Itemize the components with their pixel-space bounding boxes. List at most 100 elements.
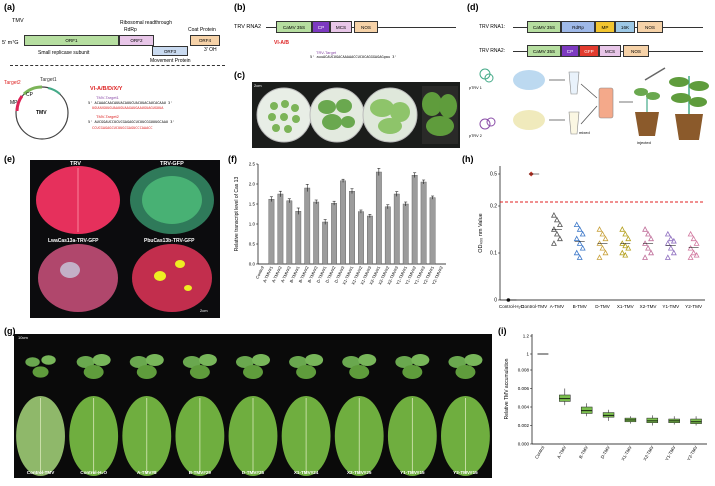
h-point [573,249,580,256]
g-plant-leaf [448,356,467,368]
i-y-tick-label: 1.2 [523,334,530,339]
i-box [646,417,659,423]
b-nos-box: NOS [354,21,378,33]
i-box [559,394,571,402]
b-35s-box: CaMV 35S [276,21,312,33]
f-bar [367,215,373,265]
i-x-tick-label: Y1-TMV [664,445,676,462]
h-point [596,254,603,260]
f-bar [268,199,275,265]
orf2-box: ORF2 [119,35,154,46]
h-point [664,230,671,237]
h-point [622,242,629,249]
h-y-tick-label: 0.1 [490,251,497,257]
plants-leaves-photo [14,334,492,478]
cap-label: 5' m⁷G [2,40,19,46]
i-y-label: Relative TMV accumulation [504,358,510,419]
g-plant-leaf [252,354,270,366]
d2-cp-box: CP [561,45,579,57]
h-point [667,244,674,251]
h-point [576,226,583,232]
f-bar [331,203,337,265]
f-bar [358,211,364,265]
g-label: Control-TMV [26,470,55,475]
g-plant-8 [448,354,483,379]
g-label: X2-TMV#25 [346,470,372,475]
f-bar [429,197,436,265]
panel-a-label: (a) [4,2,15,12]
h-point [556,235,563,242]
h-x-tick-label: X2-TMV [640,304,658,309]
b-mcs-box: MCS [330,21,352,33]
h-point [645,230,652,237]
h-point [622,230,629,237]
i-x-tick-label: Control [534,445,545,460]
g-plant-leaf [25,357,40,367]
g-plant-3 [182,354,217,379]
g-plant-leaf [464,354,483,366]
e-trv-label: TRV [70,161,81,167]
g-plant-leaf [342,356,361,368]
b-cp-box: CP [312,21,330,33]
g-label: B-TMV#29 [188,470,211,475]
f-x-tick-label: Control [255,265,265,279]
i-x-tick-label: X2-TMV [642,445,654,462]
g-plant-0 [25,355,56,378]
panel-h: (h) 0 0.1 0.2 0.5 OD₄₀₀ nm Value Control-H₂O C… [460,152,715,324]
h-point [556,221,563,227]
i-box [690,418,702,424]
h-x-tick-label: D-TMV [595,304,610,309]
h-point [690,235,697,242]
tmv-accumulation-boxplot: 0.000 0.002 0.004 0.006 0.008 1 1.2 Relative TM… [504,334,707,462]
h-point [550,226,557,232]
t1-label: TMV-Target1 [96,95,119,100]
t1-seq2: UGUUUGUUGUAAUGUAAGAUGAAUGUAGUGUUA [92,106,164,110]
panel-i: (i) 0.000 0.002 0.004 0.006 0.008 1 1.2 Relativ… [498,324,715,481]
h-point [625,235,632,242]
h-y-tick-label: 0 [494,298,497,304]
panel-g: (g) 10cm Control-TMV Control-H₂O A-TMV#8 B-… [0,324,495,481]
h-point [687,230,694,237]
g-label: D-TMV#25 [241,470,265,475]
i-box [580,406,593,414]
h-x-tick-label: A-TMV [550,304,565,309]
f-y-tick-label: 0.0 [249,262,256,267]
panel-g-label: (g) [4,326,16,336]
panel-d-label: (d) [467,2,479,12]
t2-seq: 5' AUCGGAUCCUCUCGAGAGCUCUUCGGUUUGCAAU 3' [88,120,175,124]
f-bar [286,200,293,265]
f-bar [313,201,320,265]
h-point [687,244,694,251]
e-pbu-label: PbuCas13b-TRV-GFP [144,238,195,244]
i-x-tick-label: A-TMV [556,445,567,459]
d-35s-box: CaMV 35S [527,21,561,33]
target1-label: Target1 [40,77,57,83]
f-bar [304,187,311,265]
h-point [550,212,557,218]
h-point [553,216,560,223]
orf1-box: ORF1 [24,35,119,46]
g-plant-leaf [455,365,476,379]
trv-rna1-label: TRV RNA1: [479,24,506,30]
d2-gfp-box: GFP [579,45,599,57]
h-point [667,235,674,242]
h-x-tick-label: Control-TMV [521,304,548,309]
f-y-tick-label: 1.0 [249,222,256,227]
g-plant-leaf [41,355,56,365]
tmv-title: TMV [12,18,24,24]
f-bar [277,193,284,265]
h-point [670,249,677,256]
c-scale: 2cm [254,83,262,88]
g-plant-6 [342,354,377,379]
d-nos-box: NOS [637,21,663,33]
movement-label: Movement Protein [150,58,191,64]
h-point [602,235,609,242]
g-plant-leaf [296,365,317,379]
t1-seq: 5' ACAAACAACAUUACAUUCUACUUACAUCACAAU 3' [88,101,173,105]
mp-label: MP [10,100,18,106]
ribosomal-label: Ribosomal readthrough [120,20,172,26]
g-plant-leaf [236,356,254,368]
h-point [550,240,557,246]
h-x-tick-label: Y1-TMV [662,304,680,309]
f-bar [393,193,400,265]
